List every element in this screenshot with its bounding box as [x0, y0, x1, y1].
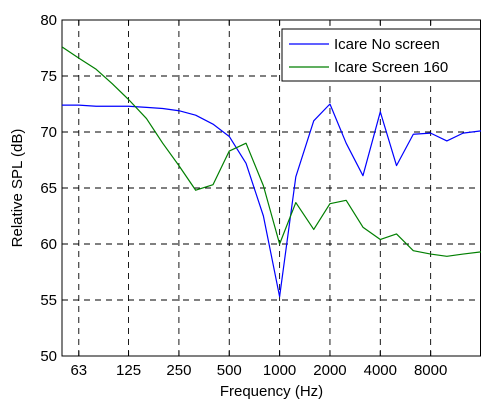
x-tick-label: 2000: [313, 362, 346, 379]
y-tick-label: 70: [40, 124, 57, 141]
x-tick-label: 125: [116, 362, 141, 379]
y-tick-label: 60: [40, 236, 57, 253]
x-tick-label: 4000: [364, 362, 397, 379]
y-tick-label: 50: [40, 348, 57, 365]
y-tick-label: 75: [40, 68, 57, 85]
x-tick-label: 250: [166, 362, 191, 379]
x-axis-label: Frequency (Hz): [220, 383, 323, 400]
x-tick-label: 500: [217, 362, 242, 379]
y-tick-label: 80: [40, 12, 57, 29]
legend-label-no-screen: Icare No screen: [334, 36, 440, 53]
legend: Icare No screen Icare Screen 160: [281, 28, 481, 82]
ticks-layer: 63 125 250 500 1000 2000 4000 8000 50 55 60 65 70 75 8…: [40, 12, 447, 379]
y-tick-label: 65: [40, 180, 57, 197]
series-line-no-screen: [62, 103, 481, 298]
x-tick-label: 8000: [414, 362, 447, 379]
series-line-screen-160: [62, 46, 481, 257]
x-tick-label: 1000: [263, 362, 296, 379]
legend-label-screen-160: Icare Screen 160: [334, 59, 448, 76]
legend-box: [281, 28, 481, 82]
y-axis-label: Relative SPL (dB): [9, 129, 26, 248]
y-tick-label: 55: [40, 292, 57, 309]
series-layer: [62, 46, 481, 298]
x-tick-label: 63: [70, 362, 87, 379]
